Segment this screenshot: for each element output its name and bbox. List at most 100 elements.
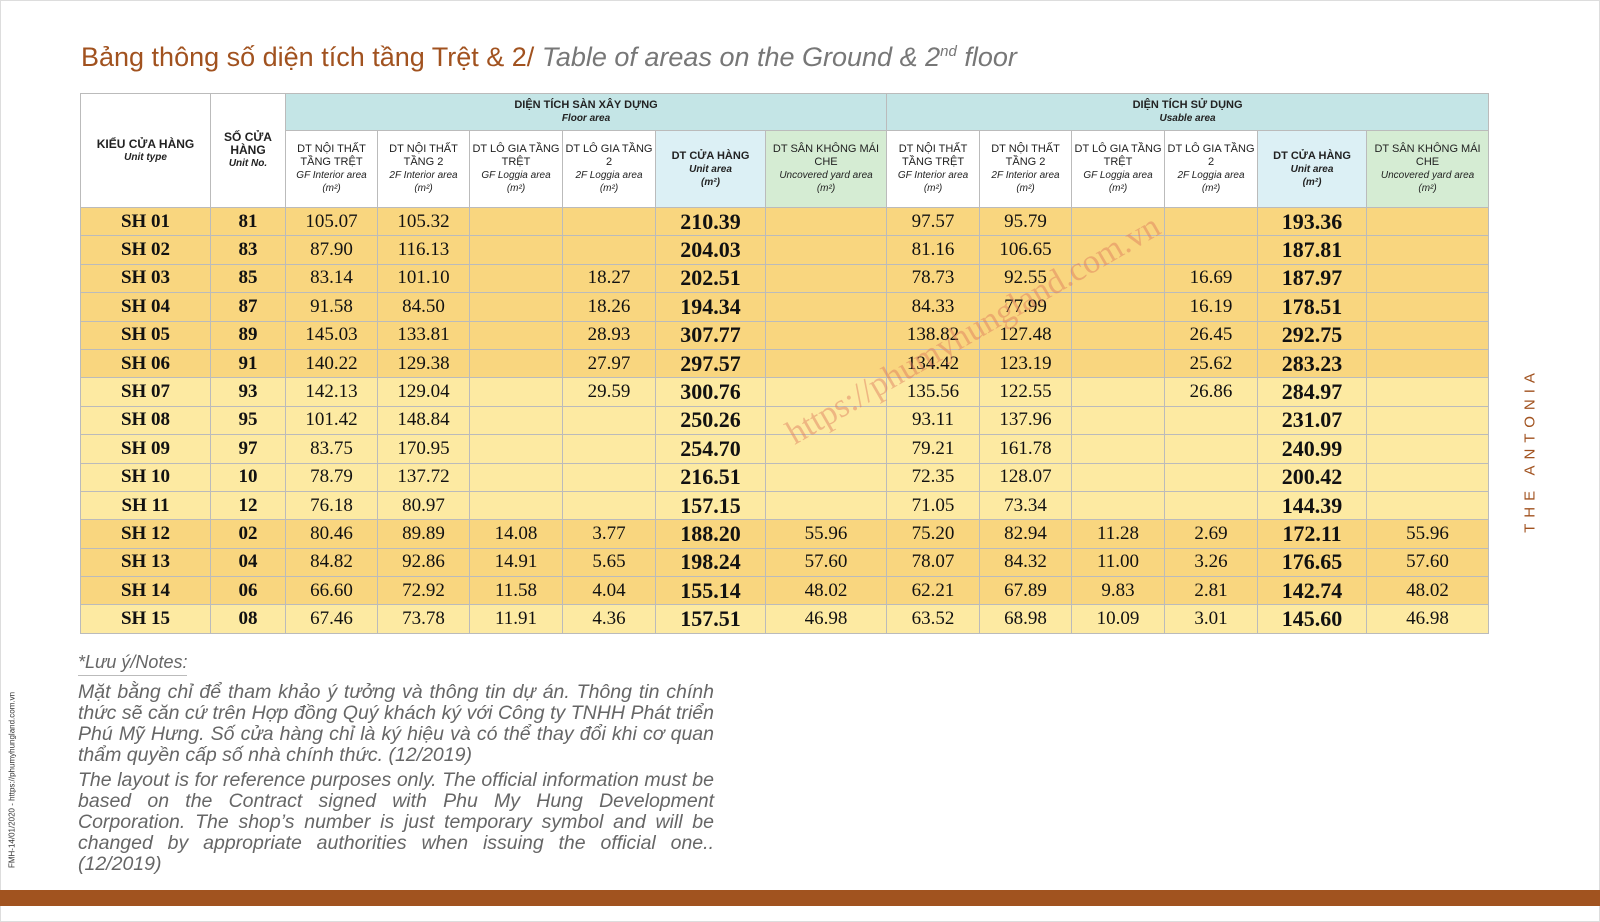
header-en: 2F Loggia area: [575, 170, 643, 181]
unit-no: 06: [210, 576, 286, 606]
area-cell: 11.91: [469, 604, 563, 634]
area-cell: [469, 434, 563, 464]
area-cell: 300.76: [655, 377, 766, 407]
area-cell: 77.99: [979, 292, 1073, 322]
unit-type: SH 07: [80, 377, 211, 407]
header-unit: (m²): [816, 183, 836, 194]
area-cell: 170.95: [377, 434, 470, 464]
area-cell: [1164, 490, 1259, 521]
area-cell: 83.75: [285, 434, 378, 464]
table-row: SH 04 87 91.58 84.50 18.26 194.34 84.33 77.99 16…: [80, 292, 1490, 322]
area-cell: 5.65: [562, 547, 656, 578]
area-cell: 26.45: [1164, 320, 1259, 350]
area-cell: [764, 462, 888, 492]
area-cell: [1071, 462, 1166, 492]
header-en: GF Interior area: [897, 170, 969, 181]
area-cell: [562, 490, 656, 521]
column-header: DT NỘI THẤT TẦNG TRỆT GF Interior area (m²…: [285, 130, 378, 208]
area-cell: 210.39: [655, 206, 766, 237]
area-cell: [1164, 434, 1259, 464]
area-cell: 80.46: [285, 519, 378, 549]
header-en: Unit area: [689, 163, 732, 175]
area-cell: 89.89: [377, 519, 470, 549]
header-en: Uncovered yard area: [1380, 170, 1475, 181]
area-cell: [469, 490, 563, 521]
area-cell: 204.03: [655, 235, 766, 265]
area-cell: 297.57: [655, 348, 766, 379]
header-en: Unit type: [124, 151, 167, 163]
area-cell: 202.51: [655, 263, 766, 294]
table-row: SH 05 89 145.03 133.81 28.93 307.77 138.82 127.…: [80, 320, 1490, 350]
unit-no: 08: [210, 604, 286, 634]
table-row: SH 13 04 84.82 92.86 14.91 5.65 198.24 57.60 78.…: [80, 547, 1490, 578]
header-en: Uncovered yard area: [779, 170, 873, 181]
header-en: 2F Interior area: [991, 170, 1060, 181]
unit-no: 91: [210, 348, 286, 379]
unit-type: SH 09: [80, 434, 211, 464]
area-cell: 105.07: [285, 206, 378, 237]
title-sup: nd: [940, 43, 957, 60]
area-cell: [469, 263, 563, 294]
area-cell: 116.13: [377, 235, 470, 265]
area-cell: [1071, 206, 1166, 237]
area-cell: 48.02: [764, 576, 888, 606]
area-cell: 145.60: [1257, 604, 1368, 634]
unit-no: 83: [210, 235, 286, 265]
area-cell: 84.32: [979, 547, 1073, 578]
area-cell: 142.13: [285, 377, 378, 407]
area-cell: 55.96: [764, 519, 888, 549]
area-cell: 28.93: [562, 320, 656, 350]
group-header: DIỆN TÍCH SÀN XÂY DỰNG Floor area: [284, 93, 888, 131]
area-cell: 93.11: [886, 405, 981, 436]
area-cell: [1366, 377, 1490, 407]
area-cell: [1366, 320, 1490, 350]
column-header: DT NỘI THẤT TẦNG 2 2F Interior area (m²): [979, 130, 1073, 208]
header-vi: DT NỘI THẤT TẦNG TRỆT: [898, 143, 968, 168]
area-cell: 178.51: [1257, 292, 1368, 322]
header-unit: (m²): [506, 183, 526, 194]
area-cell: [764, 348, 888, 379]
header-vi: DT SÂN KHÔNG MÁI CHE: [772, 143, 880, 168]
area-cell: [1164, 206, 1259, 237]
unit-no: 04: [210, 547, 286, 578]
area-cell: 129.04: [377, 377, 470, 407]
header-unit: (m²): [1302, 176, 1322, 188]
column-header: DT LÔ GIA TẦNG 2 2F Loggia area (m²): [1164, 130, 1259, 208]
unit-type: SH 11: [80, 490, 211, 521]
area-cell: 148.84: [377, 405, 470, 436]
area-cell: [764, 320, 888, 350]
header-vi: DT LÔ GIA TẦNG TRỆT: [1074, 143, 1162, 168]
header-unit: (m²): [1201, 183, 1221, 194]
header-vi: DT LÔ GIA TẦNG 2: [565, 143, 653, 168]
area-cell: 101.42: [285, 405, 378, 436]
column-row: DT NỘI THẤT TẦNG TRỆT GF Interior area (m²…: [81, 130, 1490, 208]
area-cell: 101.10: [377, 263, 470, 294]
area-cell: 97.57: [886, 206, 981, 237]
area-cell: 84.33: [886, 292, 981, 322]
header-en: GF Loggia area: [481, 170, 551, 181]
unit-type: SH 05: [80, 320, 211, 350]
column-header: DT LÔ GIA TẦNG TRỆT GF Loggia area (m²): [469, 130, 563, 208]
header-vi: SỐ CỬA HÀNG: [224, 130, 272, 157]
area-cell: [1071, 348, 1166, 379]
header-vi: DT NỘI THẤT TẦNG TRỆT: [297, 143, 366, 168]
unit-no: 93: [210, 377, 286, 407]
notes-vi: Mặt bằng chỉ để tham khảo ý tưởng và thô…: [78, 681, 714, 766]
table-row: SH 07 93 142.13 129.04 29.59 300.76 135.56 122.…: [80, 377, 1490, 407]
unit-type: SH 01: [80, 206, 211, 237]
area-cell: [1164, 405, 1259, 436]
area-cell: 157.51: [655, 604, 766, 634]
unit-no: 10: [210, 462, 286, 492]
header-vi: DT CỬA HÀNG: [1273, 149, 1351, 162]
area-cell: 155.14: [655, 576, 766, 606]
unit-no: 97: [210, 434, 286, 464]
area-table: KIỂU CỬA HÀNG Unit type SỐ CỬA HÀNG Unit N…: [80, 93, 1490, 634]
unit-no: 89: [210, 320, 286, 350]
area-cell: [1366, 235, 1490, 265]
area-cell: 187.81: [1257, 235, 1368, 265]
area-cell: 67.46: [285, 604, 378, 634]
area-cell: [562, 235, 656, 265]
table-body: SH 01 81 105.07 105.32 210.39 97.57 95.79 193.3…: [80, 206, 1490, 634]
unit-type: SH 10: [80, 462, 211, 492]
